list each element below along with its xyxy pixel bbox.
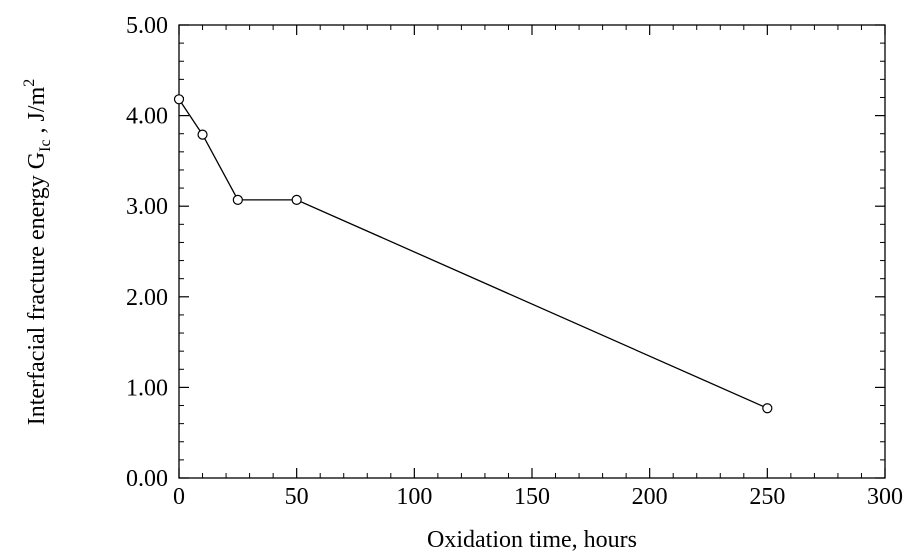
x-tick-label: 150 <box>514 484 550 510</box>
x-tick-label: 100 <box>396 484 432 510</box>
data-point <box>173 94 185 105</box>
data-point <box>197 129 208 140</box>
data-point <box>762 403 773 414</box>
y-tick-label: 0.00 <box>126 466 168 492</box>
plot-frame <box>178 24 886 479</box>
x-tick-label: 50 <box>285 484 309 510</box>
axis-ticks <box>178 24 886 479</box>
y-tick-label: 4.00 <box>126 104 168 130</box>
x-tick-label: 0 <box>173 484 185 510</box>
y-tick-label: 1.00 <box>126 375 168 401</box>
data-point <box>232 194 243 205</box>
y-axis-title-main: Interfacial fracture energy G <box>24 152 50 425</box>
y-tick-label: 3.00 <box>126 194 168 220</box>
y-axis-title: Interfacial fracture energy GIc , J/m2 <box>21 79 54 426</box>
y-axis-title-unit: , J/m <box>24 86 50 139</box>
y-tick-label: 5.00 <box>126 13 168 39</box>
x-tick-label: 300 <box>867 484 903 510</box>
series-group <box>173 94 773 414</box>
data-point <box>291 194 302 205</box>
y-tick-label: 2.00 <box>126 285 168 311</box>
x-tick-label: 200 <box>632 484 668 510</box>
x-axis-title: Oxidation time, hours <box>427 527 637 553</box>
y-axis-title-superscript: 2 <box>21 79 38 87</box>
series-line <box>178 98 768 409</box>
axis-tick-labels: 0 50 100 150 200 250 300 0.00 1.00 2.00 3.00 4.00 5.… <box>126 13 903 510</box>
y-axis-title-subscript: Ic <box>37 139 54 151</box>
x-tick-label: 250 <box>749 484 785 510</box>
